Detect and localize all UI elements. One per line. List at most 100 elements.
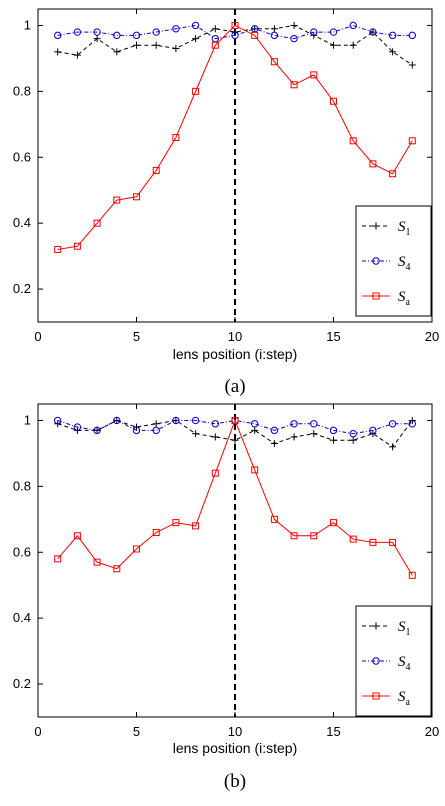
data-point xyxy=(290,532,298,540)
x-tick-label: 10 xyxy=(228,724,242,739)
data-point xyxy=(54,555,62,563)
data-point xyxy=(172,133,180,141)
data-point xyxy=(93,28,101,36)
data-point xyxy=(372,622,380,630)
data-point xyxy=(372,257,380,265)
x-tick-label: 10 xyxy=(228,329,242,344)
data-point xyxy=(408,137,416,145)
y-tick-label: 0.6 xyxy=(13,544,31,559)
panel-caption: (b) xyxy=(224,771,246,792)
data-point xyxy=(369,426,377,435)
data-point xyxy=(408,420,416,428)
x-tick-label: 5 xyxy=(133,329,140,344)
y-tick-label: 1 xyxy=(24,412,31,427)
data-point xyxy=(54,31,62,40)
data-point xyxy=(330,519,337,527)
y-tick-label: 1 xyxy=(24,17,31,32)
data-point xyxy=(290,420,298,428)
data-point xyxy=(251,466,259,474)
data-point xyxy=(93,558,101,566)
data-point xyxy=(73,242,81,250)
y-tick-label: 0.4 xyxy=(13,215,31,230)
data-point xyxy=(191,416,200,425)
data-point xyxy=(113,196,121,204)
x-tick-label: 15 xyxy=(326,724,340,739)
data-point xyxy=(93,35,101,43)
data-point xyxy=(408,31,416,40)
data-point xyxy=(251,426,259,434)
data-point xyxy=(152,528,160,536)
data-point xyxy=(290,81,298,89)
data-point xyxy=(270,515,278,523)
data-point xyxy=(211,41,219,49)
data-point xyxy=(113,416,121,425)
data-point xyxy=(192,430,200,438)
series-line xyxy=(57,24,413,40)
y-tick-label: 0.4 xyxy=(13,610,31,625)
series-Sa xyxy=(54,416,416,579)
data-point xyxy=(349,429,357,438)
data-point xyxy=(330,436,337,444)
data-point xyxy=(330,97,337,105)
x-tick-label: 20 xyxy=(425,724,439,739)
data-point xyxy=(388,420,397,428)
data-point xyxy=(388,31,397,40)
data-point xyxy=(191,21,200,30)
data-point xyxy=(408,61,416,69)
data-point xyxy=(113,48,121,56)
y-tick-label: 0.2 xyxy=(13,281,31,296)
x-tick-label: 15 xyxy=(326,329,340,344)
series-S1 xyxy=(54,416,416,451)
data-point xyxy=(192,87,200,95)
x-axis-title: lens position (i:step) xyxy=(173,740,298,756)
data-point xyxy=(349,21,357,30)
data-point xyxy=(408,571,416,579)
data-point xyxy=(231,436,239,444)
data-point xyxy=(369,538,377,546)
data-point xyxy=(73,532,81,540)
data-point xyxy=(389,538,397,546)
data-point xyxy=(192,35,200,43)
x-axis-title: lens position (i:step) xyxy=(173,346,298,362)
data-point xyxy=(310,532,318,540)
data-point xyxy=(329,28,338,36)
data-point xyxy=(290,34,298,43)
data-point xyxy=(251,420,259,428)
data-point xyxy=(73,51,81,59)
data-point xyxy=(231,21,239,29)
data-point xyxy=(152,41,160,49)
data-point xyxy=(369,160,377,168)
data-point xyxy=(152,166,160,174)
data-point xyxy=(349,535,357,543)
data-point xyxy=(54,246,62,254)
legend-box xyxy=(355,605,432,717)
data-point xyxy=(270,25,278,33)
data-point xyxy=(113,416,121,424)
data-point xyxy=(231,31,239,40)
data-point xyxy=(211,469,219,477)
panel-caption: (a) xyxy=(224,376,245,397)
data-point xyxy=(389,443,397,451)
data-point xyxy=(132,31,141,40)
data-point xyxy=(372,692,380,700)
series-line xyxy=(57,419,413,576)
data-point xyxy=(113,31,121,40)
data-point xyxy=(172,25,180,33)
data-point xyxy=(152,420,160,428)
data-point xyxy=(211,433,219,441)
data-point xyxy=(251,31,259,39)
data-point xyxy=(73,28,82,36)
data-point xyxy=(349,137,357,145)
data-point xyxy=(132,426,141,435)
x-tick-label: 0 xyxy=(34,724,41,739)
data-point xyxy=(349,436,357,444)
y-tick-label: 0.8 xyxy=(13,478,31,493)
data-point xyxy=(231,416,239,424)
x-tick-label: 20 xyxy=(425,329,439,344)
data-point xyxy=(310,71,318,79)
data-point xyxy=(172,519,180,527)
legend-box xyxy=(355,205,432,317)
data-point xyxy=(93,219,101,227)
